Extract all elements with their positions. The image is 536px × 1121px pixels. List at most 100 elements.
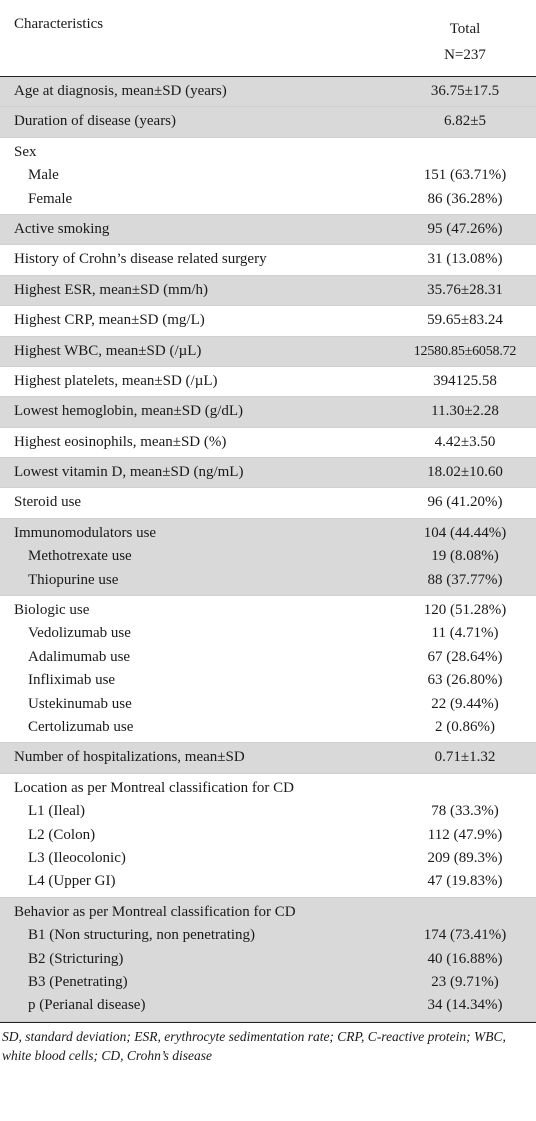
table-row: Lowest hemoglobin, mean±SD (g/dL) 11.30±2… <box>0 400 536 423</box>
row-value: 11 (4.71%) <box>431 625 499 642</box>
header-characteristics: Characteristics <box>14 16 104 32</box>
row-label: Highest platelets, mean±SD (/µL) <box>14 372 218 389</box>
row-label: Highest WBC, mean±SD (/µL) <box>14 342 202 359</box>
row-value: 67 (28.64%) <box>427 648 503 665</box>
row-label: Lowest vitamin D, mean±SD (ng/mL) <box>14 464 244 481</box>
row-label: Adalimumab use <box>28 648 131 665</box>
row-value <box>394 777 536 800</box>
table-row: Immunomodulators use 104 (44.44%) <box>0 522 536 545</box>
row-label: Vedolizumab use <box>28 625 131 642</box>
table-row: Highest platelets, mean±SD (/µL) 394125.5… <box>0 370 536 393</box>
row-label: Steroid use <box>14 494 82 511</box>
row-value: 22 (9.44%) <box>431 695 499 712</box>
row-label: B2 (Stricturing) <box>28 950 124 967</box>
row-label: Highest eosinophils, mean±SD (%) <box>14 433 227 450</box>
row-value: 34 (14.34%) <box>427 997 503 1014</box>
row-label: History of Crohn’s disease related surge… <box>14 251 267 268</box>
row-value: 19 (8.08%) <box>431 548 499 565</box>
row-label: Location as per Montreal classification … <box>14 779 294 796</box>
table-row: Active smoking 95 (47.26%) <box>0 218 536 241</box>
table-row: Sex <box>0 141 536 164</box>
row-group: Steroid use 96 (41.20%) <box>0 488 536 519</box>
row-label: Age at diagnosis, mean±SD (years) <box>14 83 227 99</box>
row-value: 0.71±1.32 <box>434 749 496 766</box>
table-row: Ustekinumab use 22 (9.44%) <box>0 693 536 716</box>
header-total-label: Total <box>449 21 481 37</box>
table-row: Highest WBC, mean±SD (/µL) 12580.85±6058.… <box>0 340 536 363</box>
row-label: Certolizumab use <box>28 718 134 735</box>
row-label: Active smoking <box>14 220 110 237</box>
table-row: Methotrexate use 19 (8.08%) <box>0 545 536 568</box>
table-row: Highest ESR, mean±SD (mm/h) 35.76±28.31 <box>0 279 536 302</box>
row-label: Highest CRP, mean±SD (mg/L) <box>14 312 205 329</box>
table-row: Infliximab use 63 (26.80%) <box>0 669 536 692</box>
row-value: 2 (0.86%) <box>435 718 495 735</box>
row-group: Biologic use 120 (51.28%) Vedolizumab use 1… <box>0 596 536 744</box>
row-value: 18.02±10.60 <box>427 464 503 481</box>
row-label: L3 (Ileocolonic) <box>28 849 126 866</box>
row-value: 35.76±28.31 <box>427 281 503 298</box>
table-body: Age at diagnosis, mean±SD (years) 36.75±1… <box>0 77 536 1022</box>
row-value <box>394 901 536 924</box>
row-label: Infliximab use <box>28 672 116 689</box>
row-label: Thiopurine use <box>28 571 119 588</box>
table-row: Lowest vitamin D, mean±SD (ng/mL) 18.02±1… <box>0 461 536 484</box>
row-label: Immunomodulators use <box>14 524 157 541</box>
row-value: 59.65±83.24 <box>427 312 503 329</box>
row-label: Duration of disease (years) <box>14 113 177 130</box>
row-value: 4.42±3.50 <box>434 433 496 450</box>
table-row: Biologic use 120 (51.28%) <box>0 599 536 622</box>
table-row: Thiopurine use 88 (37.77%) <box>0 569 536 592</box>
row-group: Highest ESR, mean±SD (mm/h) 35.76±28.31 <box>0 275 536 307</box>
table-row: L4 (Upper GI) 47 (19.83%) <box>0 870 536 893</box>
row-value: 174 (73.41%) <box>423 927 507 944</box>
table-row: B2 (Stricturing) 40 (16.88%) <box>0 948 536 971</box>
table-row: Certolizumab use 2 (0.86%) <box>0 716 536 739</box>
row-value: 88 (37.77%) <box>427 571 503 588</box>
row-value: 63 (26.80%) <box>427 672 503 689</box>
row-value: 36.75±17.5 <box>430 83 500 99</box>
table-row: Behavior as per Montreal classification … <box>0 901 536 924</box>
table-row: Steroid use 96 (41.20%) <box>0 491 536 514</box>
row-value: 40 (16.88%) <box>427 950 503 967</box>
table-row: p (Perianal disease) 34 (14.34%) <box>0 994 536 1017</box>
table-row: L3 (Ileocolonic) 209 (89.3%) <box>0 847 536 870</box>
table-row: L1 (Ileal) 78 (33.3%) <box>0 800 536 823</box>
row-value: 120 (51.28%) <box>423 602 507 619</box>
row-value: 86 (36.28%) <box>427 190 503 207</box>
row-label: Lowest hemoglobin, mean±SD (g/dL) <box>14 403 244 420</box>
characteristics-table: Characteristics Total N=237 Age at diagn… <box>0 16 536 1065</box>
row-group: Highest eosinophils, mean±SD (%) 4.42±3.5… <box>0 428 536 459</box>
row-value <box>394 141 536 164</box>
header-total-n: N=237 <box>444 47 486 63</box>
row-group: Active smoking 95 (47.26%) <box>0 214 536 246</box>
row-value: 96 (41.20%) <box>427 494 503 511</box>
row-group: Immunomodulators use 104 (44.44%) Methotre… <box>0 518 536 597</box>
row-value: 112 (47.9%) <box>427 826 503 843</box>
row-label: Sex <box>14 143 37 160</box>
row-value: 104 (44.44%) <box>423 524 507 541</box>
row-label: B1 (Non structuring, non penetrating) <box>28 927 256 944</box>
row-label: L1 (Ileal) <box>28 803 86 820</box>
row-label: Biologic use <box>14 602 90 619</box>
row-label: Behavior as per Montreal classification … <box>14 903 296 920</box>
row-value: 209 (89.3%) <box>427 849 503 866</box>
row-label: Ustekinumab use <box>28 695 132 712</box>
table-footnote: SD, standard deviation; ESR, erythrocyte… <box>0 1021 536 1065</box>
row-label: Female <box>28 190 73 207</box>
table-row: History of Crohn’s disease related surge… <box>0 248 536 271</box>
row-value: 11.30±2.28 <box>431 403 499 420</box>
row-label: Methotrexate use <box>28 548 132 565</box>
row-group: Location as per Montreal classification … <box>0 774 536 898</box>
row-group: Number of hospitalizations, mean±SD 0.71±… <box>0 743 536 774</box>
table-row: Vedolizumab use 11 (4.71%) <box>0 622 536 645</box>
table-row: B3 (Penetrating) 23 (9.71%) <box>0 971 536 994</box>
row-label: Male <box>28 167 59 184</box>
row-value: 95 (47.26%) <box>427 220 503 237</box>
row-value: 23 (9.71%) <box>431 973 499 990</box>
table-row: Adalimumab use 67 (28.64%) <box>0 646 536 669</box>
row-value: 151 (63.71%) <box>423 167 507 184</box>
table-row: Highest CRP, mean±SD (mg/L) 59.65±83.24 <box>0 309 536 332</box>
row-value: 394125.58 <box>433 372 497 389</box>
row-group: Duration of disease (years) 6.82±5 <box>0 107 536 138</box>
